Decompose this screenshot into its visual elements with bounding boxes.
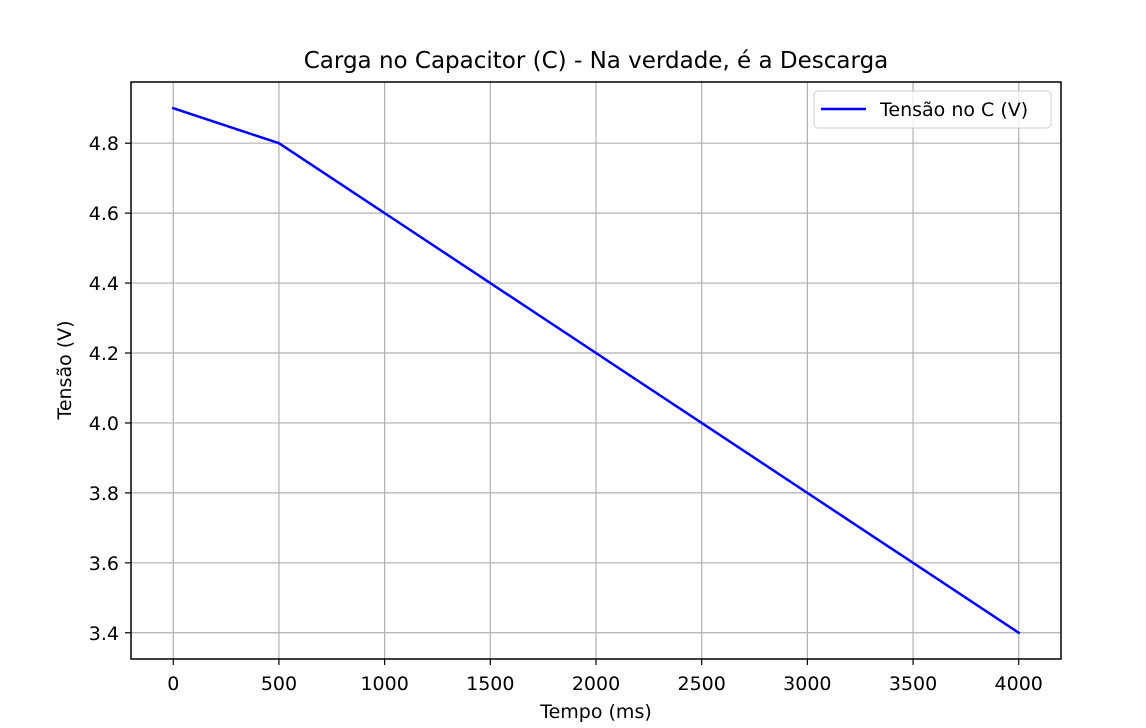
series-line [171,106,1021,635]
x-tick-label: 2500 [678,673,726,695]
x-axis-label: Tempo (ms) [539,701,652,723]
y-tick-label: 4.8 [89,133,119,155]
y-tick-label: 4.0 [89,413,119,435]
y-tick-label: 4.6 [89,203,119,225]
x-tick-label: 500 [261,673,297,695]
legend-label: Tensão no C (V) [879,99,1028,121]
x-tick-label: 4000 [995,673,1043,695]
grid-layer [131,82,1061,659]
y-tick-label: 3.4 [89,623,119,645]
tick-layer: 0 500 1000 1500 2000 2500 3000 3500 4000 3.4 3.6 3.… [89,133,1043,695]
y-tick-label: 4.2 [89,343,119,365]
chart-title: Carga no Capacitor (C) - Na verdade, é a… [304,48,889,74]
x-tick-label: 2000 [572,673,620,695]
series-layer [171,106,1021,635]
x-tick-label: 0 [167,673,179,695]
x-tick-label: 1500 [466,673,514,695]
legend: Tensão no C (V) [813,90,1052,129]
y-tick-label: 3.6 [89,553,119,575]
x-tick-label: 1000 [360,673,408,695]
x-tick-label: 3500 [889,673,937,695]
y-axis-label: Tensão (V) [54,320,76,420]
y-tick-label: 4.4 [89,273,119,295]
legend-box [813,90,1052,129]
y-tick-label: 3.8 [89,483,119,505]
x-tick-label: 3000 [783,673,831,695]
